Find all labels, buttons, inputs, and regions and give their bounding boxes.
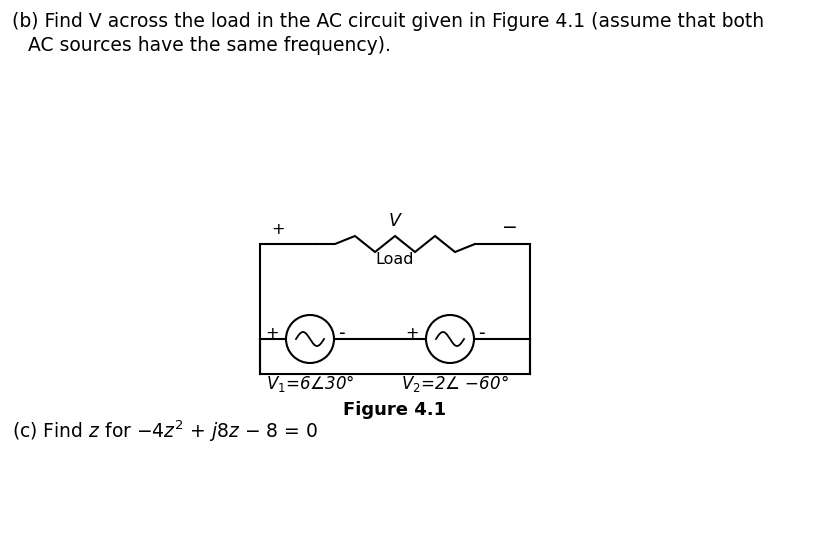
Text: +: + xyxy=(265,326,279,342)
Text: Load: Load xyxy=(375,252,414,267)
Text: +: + xyxy=(405,326,418,342)
Text: V: V xyxy=(389,212,400,230)
Text: −: − xyxy=(501,218,517,237)
Text: $V_2$=2$\angle$ $-$60°: $V_2$=2$\angle$ $-$60° xyxy=(400,373,509,394)
Text: -: - xyxy=(337,325,344,343)
Text: (c) Find $z$ for $-4z^2$ + $j8z$ $-$ 8 = 0: (c) Find $z$ for $-4z^2$ + $j8z$ $-$ 8 =… xyxy=(12,419,318,444)
Text: Figure 4.1: Figure 4.1 xyxy=(343,401,446,419)
Circle shape xyxy=(425,315,473,363)
Text: (b) Find V across the load in the AC circuit given in Figure 4.1 (assume that bo: (b) Find V across the load in the AC cir… xyxy=(12,12,763,31)
Text: $V_1$=6$\angle$30°: $V_1$=6$\angle$30° xyxy=(265,373,354,394)
Text: -: - xyxy=(477,325,484,343)
Circle shape xyxy=(285,315,333,363)
Text: +: + xyxy=(271,222,284,237)
Text: AC sources have the same frequency).: AC sources have the same frequency). xyxy=(28,36,390,55)
